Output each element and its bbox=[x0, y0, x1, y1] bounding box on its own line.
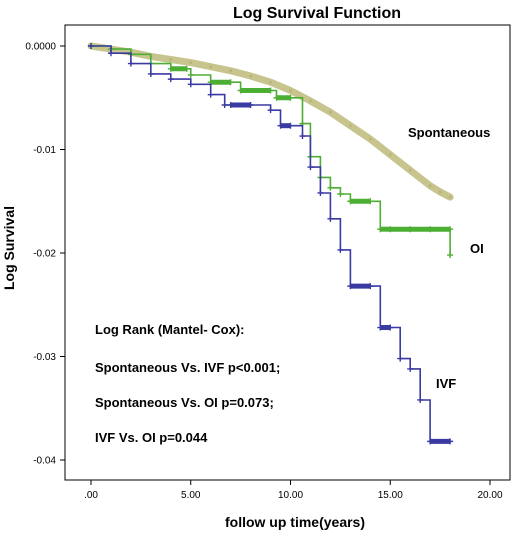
y-tick-label: -0.03 bbox=[33, 352, 56, 363]
series-label-oi: OI bbox=[470, 241, 484, 256]
data-point bbox=[349, 124, 352, 127]
x-tick-label: 15.00 bbox=[378, 490, 403, 501]
y-tick-label: 0.0000 bbox=[25, 42, 56, 53]
data-point bbox=[439, 190, 442, 193]
x-tick-label: .00 bbox=[84, 490, 98, 501]
series-spontaneous bbox=[90, 45, 452, 199]
annotation-line: IVF Vs. OI p=0.044 bbox=[95, 430, 208, 445]
data-point bbox=[269, 81, 272, 84]
data-point bbox=[309, 99, 312, 102]
data-point bbox=[249, 75, 252, 78]
y-tick-label: -0.02 bbox=[33, 249, 56, 260]
y-axis-label: Log Survival bbox=[1, 206, 17, 290]
x-tick-label: 10.00 bbox=[278, 490, 303, 501]
data-point bbox=[208, 92, 214, 98]
data-point bbox=[229, 69, 232, 72]
data-point bbox=[317, 190, 323, 196]
annotation-line: Log Rank (Mantel- Cox): bbox=[95, 322, 245, 337]
series-line bbox=[91, 46, 450, 255]
series-layer bbox=[88, 43, 453, 444]
y-tick-label: -0.04 bbox=[33, 456, 56, 467]
data-point bbox=[397, 356, 403, 362]
chart-title: Log Survival Function bbox=[233, 5, 401, 22]
data-point bbox=[429, 184, 432, 187]
log-rank-annotation: Log Rank (Mantel- Cox): Spontaneous Vs. … bbox=[95, 322, 280, 445]
series-line bbox=[91, 46, 450, 197]
data-point bbox=[188, 81, 194, 87]
data-point bbox=[327, 185, 333, 191]
data-point bbox=[168, 76, 174, 82]
data-point bbox=[299, 133, 305, 139]
series-oi bbox=[88, 43, 453, 258]
annotation-line: Spontaneous Vs. IVF p<0.001; bbox=[95, 360, 280, 375]
data-point bbox=[337, 247, 343, 253]
data-point bbox=[289, 89, 292, 92]
plot-frame bbox=[65, 25, 510, 480]
data-point bbox=[268, 107, 274, 113]
data-point bbox=[409, 169, 412, 172]
data-point bbox=[327, 216, 333, 222]
x-tick-label: 20.00 bbox=[477, 490, 502, 501]
labels-layer: Spontaneous OI IVF bbox=[408, 125, 490, 391]
data-point bbox=[307, 164, 313, 170]
data-point bbox=[389, 153, 392, 156]
x-tick-label: 5.00 bbox=[181, 490, 201, 501]
data-point bbox=[188, 72, 194, 78]
data-point bbox=[222, 102, 228, 108]
annotation-line: Spontaneous Vs. OI p=0.073; bbox=[95, 395, 274, 410]
data-point bbox=[329, 111, 332, 114]
data-point bbox=[209, 65, 212, 68]
data-point bbox=[447, 252, 453, 258]
series-label-spontaneous: Spontaneous bbox=[408, 125, 490, 140]
data-point bbox=[169, 58, 172, 61]
data-point bbox=[417, 397, 423, 403]
series-ivf bbox=[88, 43, 453, 444]
data-point bbox=[128, 61, 134, 67]
data-point bbox=[449, 196, 452, 199]
y-tick-label: -0.01 bbox=[33, 145, 56, 156]
data-point bbox=[148, 71, 154, 77]
data-point bbox=[407, 366, 413, 372]
data-point bbox=[189, 61, 192, 64]
x-axis-label: follow up time(years) bbox=[225, 514, 365, 530]
data-point bbox=[337, 191, 343, 197]
series-label-ivf: IVF bbox=[436, 376, 456, 391]
series-line bbox=[91, 46, 450, 441]
data-point bbox=[369, 138, 372, 141]
